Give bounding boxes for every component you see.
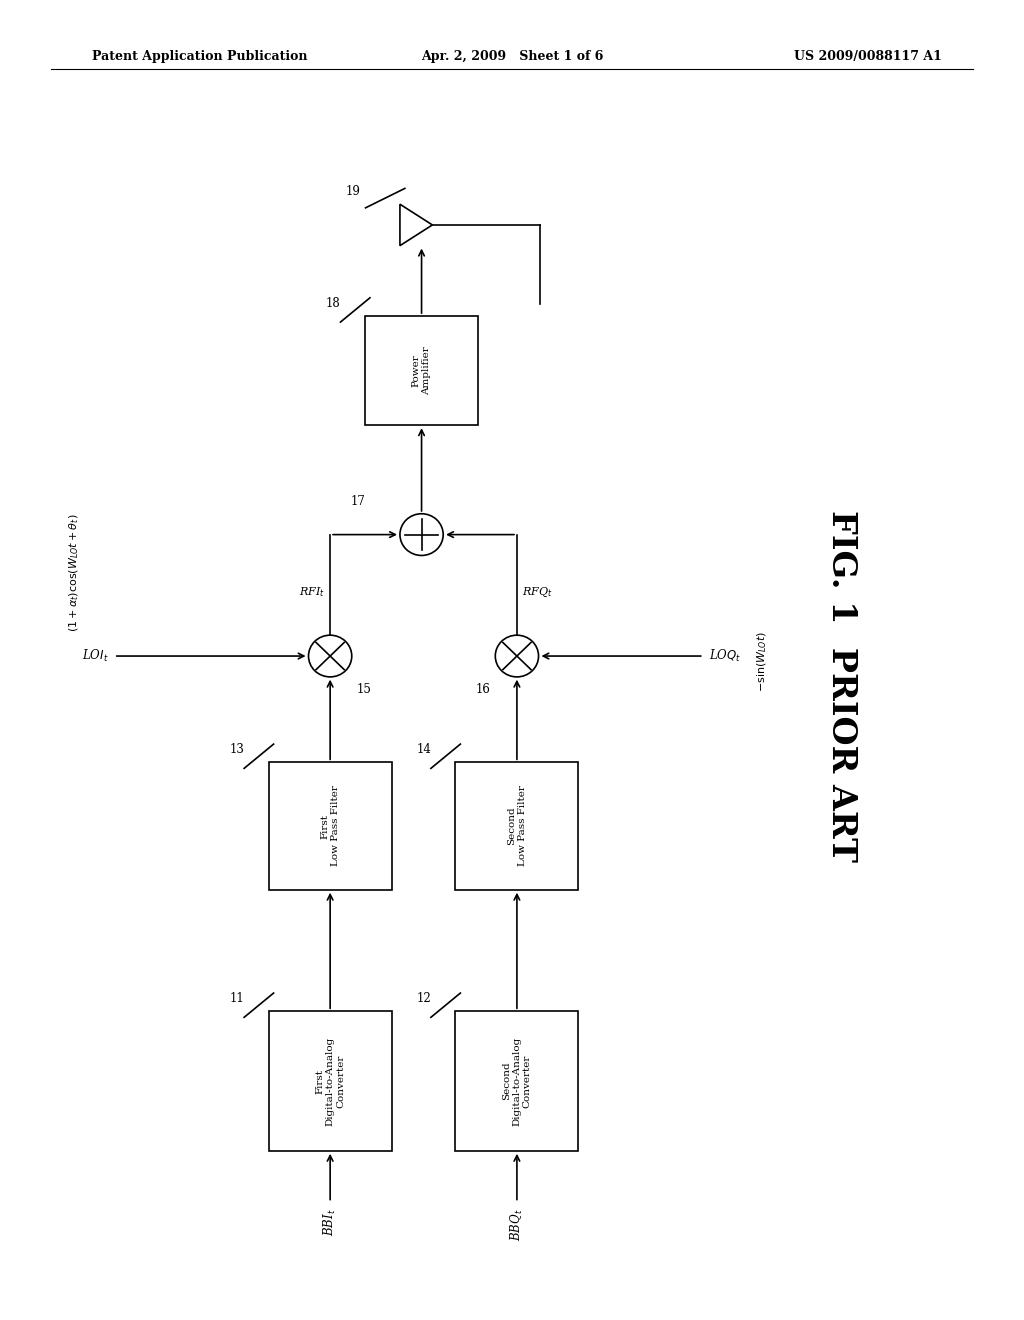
- Text: LO$I_t$: LO$I_t$: [82, 648, 109, 664]
- Text: 13: 13: [229, 743, 245, 756]
- Text: 11: 11: [229, 993, 244, 1006]
- Text: Patent Application Publication: Patent Application Publication: [92, 50, 307, 63]
- Text: 16: 16: [475, 682, 490, 696]
- Text: $-\sin(W_{LO}t)$: $-\sin(W_{LO}t)$: [756, 631, 769, 693]
- Text: BBI$_t$: BBI$_t$: [323, 1209, 338, 1237]
- Ellipse shape: [496, 635, 539, 677]
- Text: 15: 15: [356, 682, 372, 696]
- Text: Second
Digital-to-Analog
Converter: Second Digital-to-Analog Converter: [502, 1036, 531, 1126]
- Text: BBQ$_t$: BBQ$_t$: [509, 1209, 525, 1241]
- Text: First
Low Pass Filter: First Low Pass Filter: [321, 785, 340, 866]
- Bar: [268, 1011, 391, 1151]
- Text: US 2009/0088117 A1: US 2009/0088117 A1: [795, 50, 942, 63]
- Bar: [456, 763, 579, 890]
- Text: 17: 17: [351, 495, 366, 508]
- Bar: [365, 315, 478, 425]
- Text: Second
Low Pass Filter: Second Low Pass Filter: [507, 785, 526, 866]
- Text: FIG. 1  PRIOR ART: FIG. 1 PRIOR ART: [824, 511, 858, 862]
- Ellipse shape: [400, 513, 443, 556]
- Text: 19: 19: [346, 185, 360, 198]
- Text: $(1+\alpha_t)\cos(W_{LO}t+\theta_t)$: $(1+\alpha_t)\cos(W_{LO}t+\theta_t)$: [68, 513, 81, 632]
- Text: RFQ$_t$: RFQ$_t$: [522, 586, 553, 599]
- Text: Apr. 2, 2009   Sheet 1 of 6: Apr. 2, 2009 Sheet 1 of 6: [421, 50, 603, 63]
- Text: 18: 18: [326, 297, 340, 310]
- Bar: [268, 763, 391, 890]
- Text: RFI$_t$: RFI$_t$: [299, 585, 326, 599]
- Ellipse shape: [308, 635, 352, 677]
- Text: 14: 14: [416, 743, 431, 756]
- Text: LO$Q_t$: LO$Q_t$: [709, 648, 741, 664]
- Text: Power
Amplifier: Power Amplifier: [412, 346, 431, 395]
- Text: First
Digital-to-Analog
Converter: First Digital-to-Analog Converter: [315, 1036, 345, 1126]
- Text: 12: 12: [416, 993, 431, 1006]
- Bar: [456, 1011, 579, 1151]
